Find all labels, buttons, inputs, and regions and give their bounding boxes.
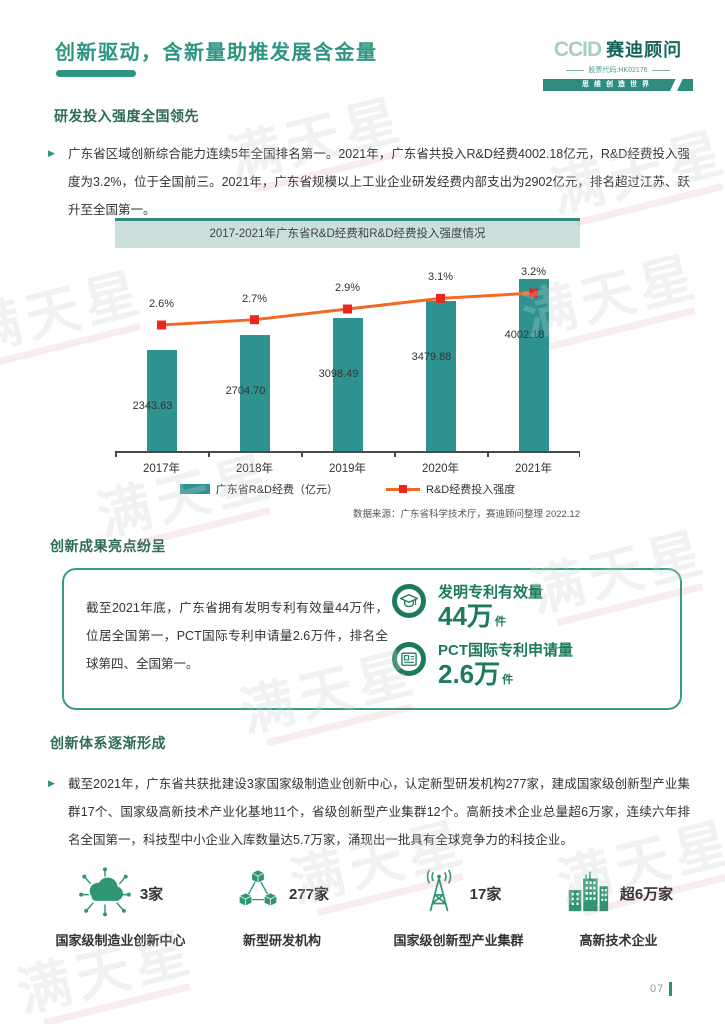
- logo-slogan-banner: 思维创造世界: [543, 79, 693, 91]
- axis-tick: [301, 453, 303, 457]
- x-axis-label: 2018年: [235, 463, 274, 475]
- legend-bar-swatch: [179, 484, 210, 494]
- bar-2018年: [239, 334, 270, 451]
- item-count: 17家: [469, 885, 502, 903]
- bar-value-label: 2343.63: [132, 400, 173, 413]
- chart-title: 2017-2021年广东省R&D经费和R&D经费投入强度情况: [115, 218, 580, 248]
- axis-tick: [208, 453, 210, 457]
- axis-tick: [487, 453, 489, 457]
- innovation-system-paragraph: 截至2021年，广东省共获批建设3家国家级制造业创新中心，认定新型研发机构277…: [68, 777, 690, 847]
- section-heading-innovation-system: 创新体系逐渐形成: [50, 735, 166, 751]
- item-rd-institutions: 277家 新型研发机构: [216, 862, 348, 949]
- ccid-logo: CCID 赛迪顾问 股票代码:HK02176 思维创造世界: [543, 36, 693, 91]
- stat-unit: 件: [494, 616, 506, 628]
- patent-highlights-box: 截至2021年底，广东省拥有发明专利有效量44万件，位居全国第一，PCT国际专利…: [62, 568, 682, 710]
- page-number: 07: [650, 983, 665, 995]
- line-value-label: 2.7%: [241, 292, 268, 305]
- page-number-bar: [669, 982, 672, 996]
- rd-investment-paragraph: 广东省区域创新综合能力连续5年全国排名第一。2021年，广东省共投入R&D经费4…: [68, 147, 690, 217]
- legend-marker-dot: [399, 484, 407, 493]
- legend-line-swatch: [386, 484, 420, 493]
- patent-summary-text: 截至2021年底，广东省拥有发明专利有效量44万件，位居全国第一，PCT国际专利…: [86, 601, 388, 671]
- legend-label: 广东省R&D经费（亿元）: [215, 484, 338, 496]
- stat-label: PCT国际专利申请量: [438, 642, 574, 659]
- legend-label: R&D经费投入强度: [426, 484, 516, 496]
- item-count: 超6万家: [619, 885, 674, 903]
- line-value-label: 2.6%: [148, 298, 175, 311]
- buildings-icon: [564, 867, 612, 920]
- rd-expenditure-chart: 2017-2021年广东省R&D经费和R&D经费投入强度情况 2343.63 27…: [115, 218, 580, 520]
- item-industry-clusters: 17家 国家级创新型产业集群: [376, 862, 541, 949]
- x-axis-label: 2017年: [142, 463, 181, 475]
- x-axis-label: 2020年: [421, 463, 460, 475]
- chart-x-axis: 2017年 2018年 2019年 2020年 2021年: [115, 453, 580, 479]
- chart-plot-area: 2343.63 2704.70 3098.49 3479.88 4002.18 2.6% 2…: [115, 248, 580, 453]
- bar-2019年: [332, 317, 363, 451]
- bar-2021年: [518, 279, 549, 451]
- item-label: 国家级创新型产业集群: [393, 933, 524, 948]
- axis-tick: [115, 453, 117, 457]
- title-underline: [56, 70, 136, 77]
- line-series: [157, 288, 538, 330]
- cubes-icon: [235, 868, 281, 919]
- bar-value-label: 3479.88: [411, 351, 452, 364]
- item-hightech-enterprises: 超6万家 高新技术企业: [536, 862, 701, 949]
- section-heading-rd-investment: 研发投入强度全国领先: [54, 108, 199, 124]
- legend-item: R&D经费投入强度: [386, 481, 515, 497]
- bar-2017年: [146, 350, 177, 451]
- section-heading-innovation-results: 创新成果亮点纷呈: [50, 538, 166, 554]
- bar-value-label: 4002.18: [504, 329, 545, 341]
- stat-label: 发明专利有效量: [438, 584, 544, 601]
- page-title: 创新驱动，含新量助推发展含金量: [55, 42, 378, 64]
- axis-tick: [394, 453, 396, 457]
- stat-value: 2.6万: [438, 659, 501, 689]
- chart-source-note: 数据来源：广东省科学技术厅，赛迪顾问整理 2022.12: [353, 509, 580, 520]
- graduation-cap-icon: [392, 584, 426, 618]
- ccid-logo-name: 赛迪顾问: [606, 40, 683, 60]
- bar-value-label: 3098.49: [318, 367, 359, 380]
- bullet-icon: ▶: [48, 778, 55, 788]
- ccid-logo-mark: CCID: [553, 38, 602, 61]
- x-axis-label: 2019年: [328, 463, 367, 475]
- chart-legend: 广东省R&D经费（亿元） R&D经费投入强度: [115, 481, 580, 497]
- x-axis-label: 2021年: [514, 463, 553, 475]
- stat-pct-patents: PCT国际专利申请量 2.6万 件: [392, 642, 573, 688]
- line-value-label: 3.2%: [520, 266, 547, 279]
- item-count: 3家: [139, 885, 164, 903]
- item-label: 国家级制造业创新中心: [55, 933, 186, 948]
- bar-2020年: [425, 301, 456, 451]
- antenna-icon: [416, 868, 462, 919]
- stat-unit: 件: [502, 674, 514, 686]
- item-label: 新型研发机构: [242, 933, 321, 948]
- stat-invention-patents: 发明专利有效量 44万 件: [392, 584, 543, 630]
- line-value-label: 2.9%: [334, 282, 361, 295]
- legend-item: 广东省R&D经费（亿元）: [179, 481, 338, 497]
- bullet-icon: ▶: [48, 148, 55, 158]
- item-count: 277家: [288, 885, 330, 903]
- item-label: 高新技术企业: [579, 933, 658, 948]
- item-manufacturing-innovation-centers: 3家 国家级制造业创新中心: [38, 862, 203, 949]
- certificate-icon: [392, 642, 426, 676]
- bar-value-label: 2704.70: [225, 384, 266, 397]
- cloud-network-icon: [78, 864, 132, 923]
- stat-value: 44万: [438, 601, 493, 631]
- axis-tick: [578, 453, 580, 457]
- line-value-label: 3.1%: [427, 271, 454, 284]
- stock-code: 股票代码:HK02176: [543, 65, 693, 75]
